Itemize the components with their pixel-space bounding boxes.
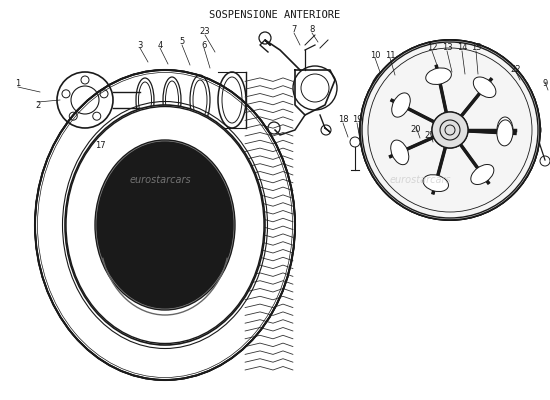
Ellipse shape <box>471 164 494 184</box>
Ellipse shape <box>474 77 496 98</box>
Ellipse shape <box>498 119 512 141</box>
Ellipse shape <box>425 176 447 190</box>
Text: 19: 19 <box>352 116 362 124</box>
Text: 20: 20 <box>411 126 421 134</box>
Ellipse shape <box>426 68 452 84</box>
Text: 6: 6 <box>201 40 207 50</box>
Ellipse shape <box>392 93 410 117</box>
Ellipse shape <box>423 175 448 192</box>
Text: 21: 21 <box>425 130 435 140</box>
Circle shape <box>432 112 468 148</box>
Text: 2: 2 <box>35 100 41 110</box>
Ellipse shape <box>497 120 513 146</box>
Text: 10: 10 <box>370 50 380 60</box>
Text: 3: 3 <box>138 40 142 50</box>
Ellipse shape <box>390 140 409 165</box>
Circle shape <box>360 40 540 220</box>
Ellipse shape <box>95 140 235 310</box>
Text: 9: 9 <box>542 80 548 88</box>
Ellipse shape <box>472 166 492 183</box>
Text: 13: 13 <box>442 44 452 52</box>
Ellipse shape <box>475 78 494 96</box>
Ellipse shape <box>359 98 541 162</box>
Ellipse shape <box>393 95 409 115</box>
Text: 4: 4 <box>157 40 163 50</box>
Text: 7: 7 <box>292 26 296 34</box>
Text: 14: 14 <box>456 44 468 52</box>
Ellipse shape <box>498 122 512 144</box>
Text: 11: 11 <box>385 50 395 60</box>
Text: eurostarcars: eurostarcars <box>129 175 191 185</box>
Text: 12: 12 <box>427 44 437 52</box>
Text: 1: 1 <box>15 80 21 88</box>
Text: eurostarcars: eurostarcars <box>389 175 451 185</box>
Ellipse shape <box>392 142 408 163</box>
Text: 18: 18 <box>338 116 348 124</box>
Text: 22: 22 <box>511 66 521 74</box>
Ellipse shape <box>35 70 295 380</box>
Text: SOSPENSIONE ANTERIORE: SOSPENSIONE ANTERIORE <box>210 10 340 20</box>
Text: 23: 23 <box>200 28 210 36</box>
Text: 17: 17 <box>95 140 105 150</box>
Circle shape <box>360 40 540 220</box>
Text: 5: 5 <box>179 38 185 46</box>
Circle shape <box>432 112 468 148</box>
Text: 8: 8 <box>309 26 315 34</box>
Ellipse shape <box>497 117 513 143</box>
Text: 15: 15 <box>471 44 481 52</box>
Ellipse shape <box>65 105 265 345</box>
Ellipse shape <box>428 69 449 84</box>
